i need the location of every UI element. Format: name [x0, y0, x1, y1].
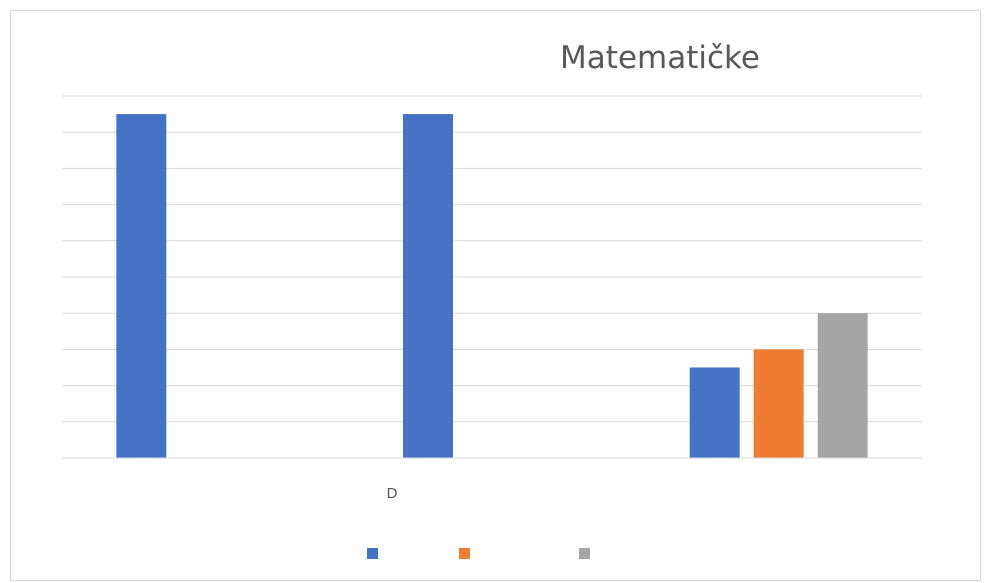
- bar-series-1-category-1: [116, 114, 167, 458]
- legend-swatch-series-2: [459, 548, 470, 559]
- bar-series-3-category-3: [817, 313, 868, 458]
- legend-swatch-series-3: [579, 548, 590, 559]
- bar-series-1-category-2: [403, 114, 453, 458]
- chart-title: Matematičke: [560, 40, 760, 76]
- legend-swatch-series-1: [367, 548, 378, 559]
- x-axis-category-label: D: [387, 485, 398, 502]
- legend: [367, 548, 590, 559]
- bar-series-2-category-3: [753, 349, 804, 458]
- bars: [116, 114, 868, 458]
- chart-frame: [10, 10, 981, 581]
- bar-series-1-category-3: [689, 367, 740, 458]
